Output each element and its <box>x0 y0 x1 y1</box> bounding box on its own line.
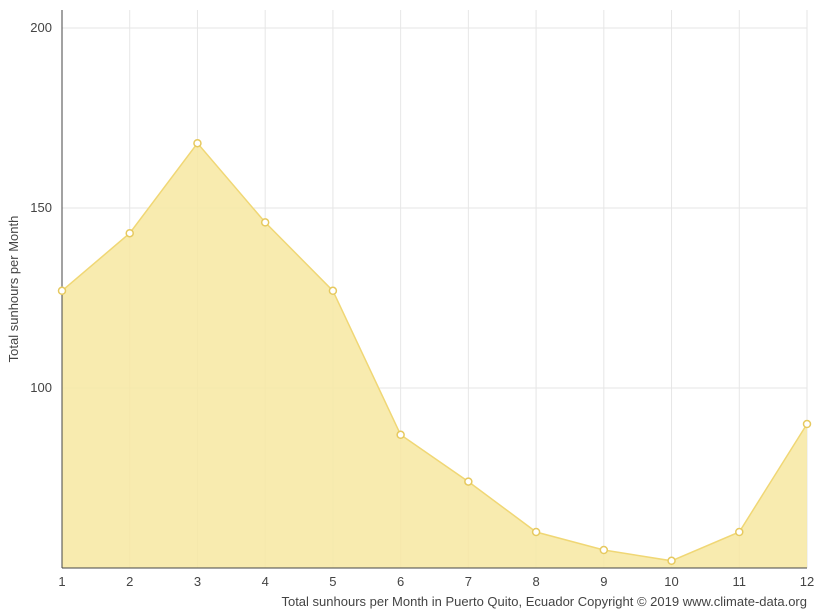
data-marker <box>262 219 269 226</box>
x-tick-label: 9 <box>600 574 607 589</box>
y-tick-label: 200 <box>30 20 52 35</box>
x-tick-label: 8 <box>532 574 539 589</box>
sunhours-area-chart: 123456789101112100150200Total sunhours p… <box>0 0 815 611</box>
y-tick-label: 150 <box>30 200 52 215</box>
data-marker <box>736 529 743 536</box>
x-tick-label: 3 <box>194 574 201 589</box>
x-axis-label: Total sunhours per Month in Puerto Quito… <box>281 594 807 609</box>
data-marker <box>329 287 336 294</box>
x-tick-label: 7 <box>465 574 472 589</box>
data-marker <box>397 431 404 438</box>
data-marker <box>194 140 201 147</box>
data-marker <box>668 557 675 564</box>
data-marker <box>533 529 540 536</box>
data-marker <box>600 547 607 554</box>
data-marker <box>804 421 811 428</box>
x-tick-label: 12 <box>800 574 814 589</box>
x-tick-label: 2 <box>126 574 133 589</box>
x-tick-label: 6 <box>397 574 404 589</box>
y-tick-label: 100 <box>30 380 52 395</box>
data-marker <box>126 230 133 237</box>
x-tick-label: 11 <box>733 574 747 589</box>
x-tick-label: 10 <box>664 574 678 589</box>
x-tick-label: 1 <box>58 574 65 589</box>
x-tick-label: 4 <box>262 574 269 589</box>
chart-svg: 123456789101112100150200Total sunhours p… <box>0 0 815 611</box>
data-marker <box>465 478 472 485</box>
data-marker <box>59 287 66 294</box>
x-tick-label: 5 <box>329 574 336 589</box>
y-axis-label: Total sunhours per Month <box>6 216 21 363</box>
